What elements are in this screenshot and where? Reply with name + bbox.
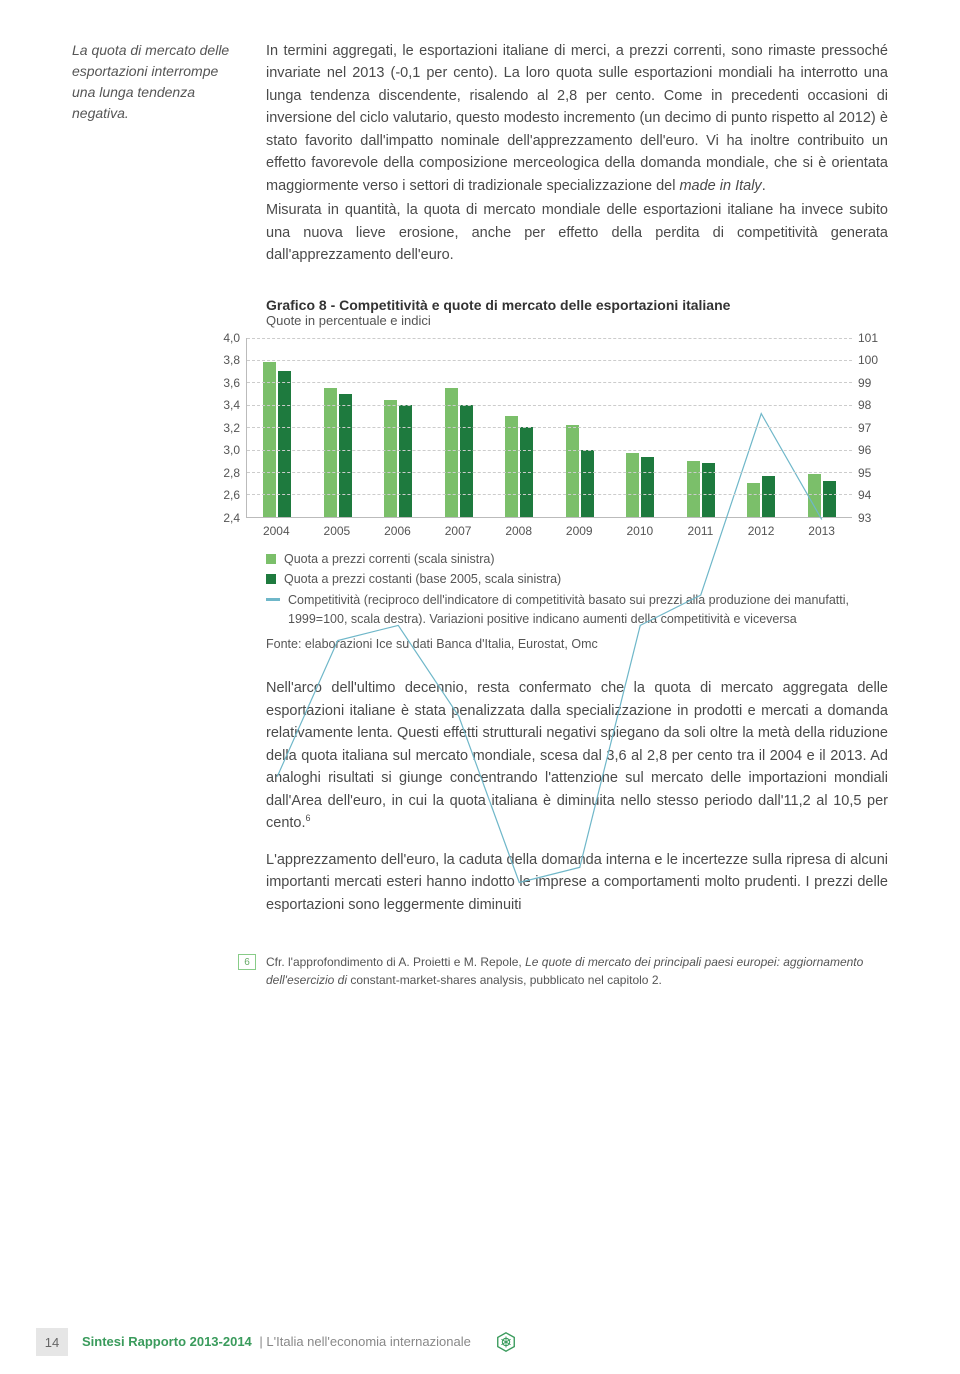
body-p2: Misurata in quantità, la quota di mercat… [266,199,888,266]
legend-label-1: Quota a prezzi correnti (scala sinistra) [284,550,495,569]
footnote: 6 Cfr. l'approfondimento di A. Proietti … [200,954,888,989]
y-axis-left: 4,03,83,63,43,23,02,82,62,4 [210,338,246,518]
legend-swatch-costanti [266,574,276,584]
lower-p1: Nell'arco dell'ultimo decennio, resta co… [266,680,888,831]
legend-label-2: Quota a prezzi costanti (base 2005, scal… [284,570,561,589]
footnote-text: Cfr. l'approfondimento di A. Proietti e … [266,954,888,989]
legend-swatch-correnti [266,554,276,564]
chart-source: Fonte: elaborazioni Ice su dati Banca d'… [266,635,888,654]
legend-label-3: Competitività (reciproco dell'indicatore… [288,591,888,629]
page-number: 14 [36,1328,68,1356]
chart-block: Grafico 8 - Competitività e quote di mer… [266,297,888,654]
y-axis-right: 10110099989796959493 [852,338,888,518]
x-axis-labels: 2004200520062007200820092010201120122013 [246,524,852,538]
page-footer: 14 Sintesi Rapporto 2013-2014 | L'Italia… [0,1328,960,1356]
legend-swatch-line [266,598,280,601]
chart-title: Grafico 8 - Competitività e quote di mer… [266,297,888,313]
chart-subtitle: Quote in percentuale e indici [266,313,888,328]
footnote-ref: 6 [306,813,311,823]
footnote-mid: constant-market-shares analysis [350,973,523,987]
footnote-number-badge: 6 [238,954,256,970]
lower-p2: L'apprezzamento dell'euro, la caduta del… [266,849,888,916]
chart-plot: 4,03,83,63,43,23,02,82,62,4 101100999897… [210,338,888,518]
body-paragraphs: In termini aggregati, le esportazioni it… [266,40,888,269]
lower-paragraphs: Nell'arco dell'ultimo decennio, resta co… [266,677,888,916]
footer-title: Sintesi Rapporto 2013-2014 [82,1334,252,1349]
chart-legend: Quota a prezzi correnti (scala sinistra)… [266,550,888,654]
footer-subtitle: | L'Italia nell'economia internazionale [256,1334,471,1349]
body-p1-end: . [762,178,766,194]
margin-note: La quota di mercato delle esportazioni i… [72,40,242,269]
plot-area [246,338,852,518]
footnote-post: , pubblicato nel capitolo 2. [523,973,662,987]
footnote-pre: Cfr. l'approfondimento di A. Proietti e … [266,955,525,969]
body-p1: In termini aggregati, le esportazioni it… [266,43,888,194]
footer-hex-icon [495,1331,517,1353]
made-in-italy: made in Italy [679,178,761,194]
